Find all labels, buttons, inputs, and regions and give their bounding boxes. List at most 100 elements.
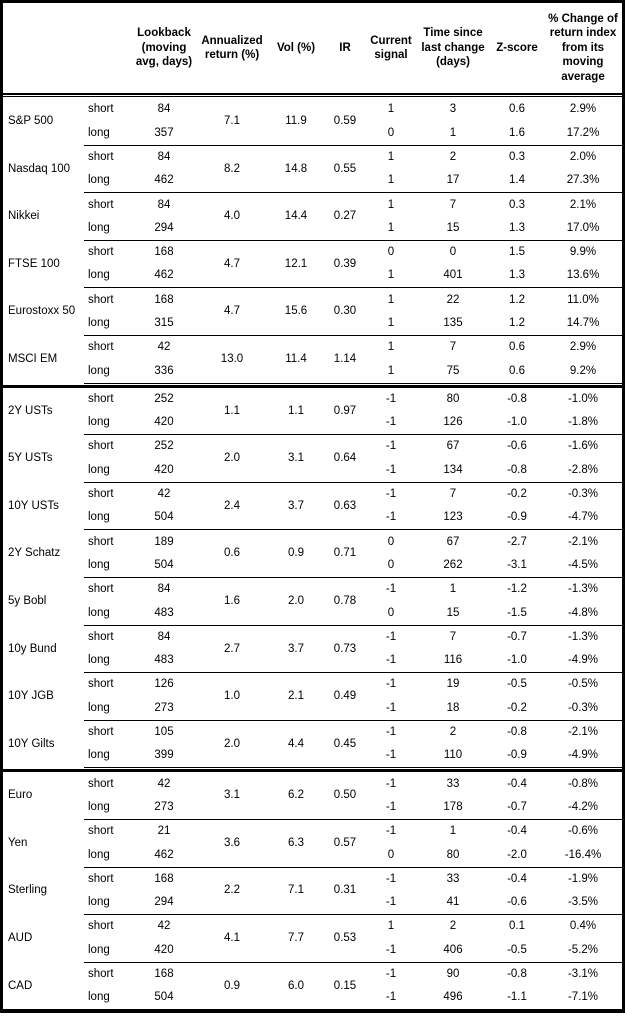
time-since-change-short-value: 7 [449,488,457,501]
lookback-long-value: 357 [154,126,174,139]
time-since-change-long-value: 80 [446,848,460,861]
current-signal-long-value: 0 [387,558,395,571]
z-score-short-value: 0.6 [509,341,525,354]
group-divider [3,434,622,436]
position-long-label: long [88,800,110,813]
current-signal-short-value: -1 [385,440,397,453]
header-asset [3,3,84,93]
annualized-return-value: 2.0 [224,737,240,750]
asset-name: Sterling [8,884,47,897]
current-signal-long-value: -1 [385,701,397,714]
header-divider [3,93,622,98]
position-short-label: short [88,488,114,501]
annualized-return-value: 7.1 [224,114,240,127]
ir-value: 0.31 [333,884,357,897]
time-since-change-short-value: 2 [449,726,457,739]
section-divider-rule-left [3,382,84,388]
asset-row-short: MSCI EM short 42 13.0 11.4 1.14 1 7 0.6 … [3,336,622,365]
lookback-long-value: 504 [154,558,174,571]
asset-name: Euro [8,789,33,802]
z-score-long-value: -0.5 [507,943,527,956]
current-signal-long-value: -1 [385,800,397,813]
asset-row-long: long 357 0 1 1.6 17.2% [3,121,622,144]
time-since-change-long-value: 41 [446,896,460,909]
ir-value: 0.63 [333,499,357,512]
annualized-return-value: 4.7 [224,257,240,270]
asset-row-short: 5y Bobl short 84 1.6 2.0 0.78 -1 1 -1.2 … [3,578,622,607]
section-divider [3,767,622,773]
asset-name: 10Y Gilts [8,737,55,750]
vol-value: 7.7 [288,932,304,945]
time-since-change-long-value: 135 [443,317,463,329]
time-since-change-long-value: 126 [443,416,463,429]
vol-value: 0.9 [288,547,304,560]
z-score-short-value: -2.7 [507,535,527,548]
z-score-short-value: -0.8 [507,968,527,981]
current-signal-long-value: -1 [385,463,397,476]
ir-value: 0.71 [333,547,357,560]
lookback-long-value: 420 [154,463,174,476]
pct-change-long-value: -4.7% [567,511,599,524]
ir-value: 0.39 [333,257,357,270]
asset-row-short: 2Y USTs short 252 1.1 1.1 0.97 -1 80 -0.… [3,388,622,417]
time-since-change-long-value: 406 [443,943,463,956]
z-score-short-value: -0.5 [507,678,527,691]
asset-row-long: long 420 -1 134 -0.8 -2.8% [3,458,622,481]
ir-value: 0.50 [333,789,357,802]
z-score-long-value: -1.0 [507,654,527,667]
annualized-return-value: 3.1 [224,789,240,802]
time-since-change-short-value: 7 [449,341,457,354]
group-divider [3,576,622,578]
time-since-change-short-value: 33 [446,777,460,790]
annualized-return-value: 2.2 [224,884,240,897]
position-long-label: long [88,848,110,861]
z-score-long-value: 1.4 [509,174,525,187]
asset-name: 10y Bund [8,642,57,655]
vol-value: 14.8 [284,162,308,175]
time-since-change-long-value: 496 [443,991,463,1004]
asset-row-long: long 273 -1 18 -0.2 -0.3% [3,696,622,719]
time-since-change-long-value: 134 [443,463,463,476]
lookback-short-value: 84 [157,198,171,211]
group-divider-rule [84,287,622,289]
z-score-long-value: 1.3 [509,269,525,282]
lookback-long-value: 462 [154,269,174,282]
lookback-short-value: 105 [154,726,174,739]
time-since-change-long-value: 401 [443,269,463,282]
position-long-label: long [88,364,110,377]
asset-row-long: long 462 1 17 1.4 27.3% [3,169,622,192]
lookback-long-value: 420 [154,416,174,429]
asset-name: 2Y Schatz [8,547,61,560]
annualized-return-value: 3.6 [224,836,240,849]
z-score-long-value: 0.6 [509,364,525,377]
lookback-short-value: 21 [157,825,171,838]
annualized-return-value: 2.4 [224,499,240,512]
vol-value: 1.1 [288,404,304,417]
z-score-short-value: 0.3 [509,198,525,211]
time-since-change-short-value: 67 [446,440,460,453]
z-score-long-value: -0.8 [507,463,527,476]
lookback-short-value: 42 [157,920,171,933]
group-divider [3,672,622,674]
pct-change-short-value: 11.0% [567,293,599,306]
z-score-short-value: -0.2 [507,488,527,501]
asset-name: Eurostoxx 50 [8,305,76,318]
asset-row-short: AUD short 42 4.1 7.7 0.53 1 2 0.1 0.4% [3,915,622,944]
current-signal-short-value: -1 [385,726,397,739]
time-since-change-long-value: 15 [446,221,460,234]
lookback-short-value: 84 [157,630,171,643]
time-since-change-short-value: 80 [446,392,460,405]
z-score-short-value: 0.1 [509,920,525,933]
asset-name: 2Y USTs [8,404,53,417]
pct-change-short-value: 2.9% [569,341,597,354]
time-since-change-short-value: 7 [449,198,457,211]
group-divider [3,914,622,916]
z-score-short-value: -0.4 [507,825,527,838]
vol-value: 6.3 [288,836,304,849]
current-signal-long-value: 0 [387,126,395,139]
asset-row-long: long 420 -1 126 -1.0 -1.8% [3,411,622,434]
asset-row-short: Sterling short 168 2.2 7.1 0.31 -1 33 -0… [3,868,622,897]
vol-value: 4.4 [288,737,304,750]
current-signal-long-value: -1 [385,416,397,429]
